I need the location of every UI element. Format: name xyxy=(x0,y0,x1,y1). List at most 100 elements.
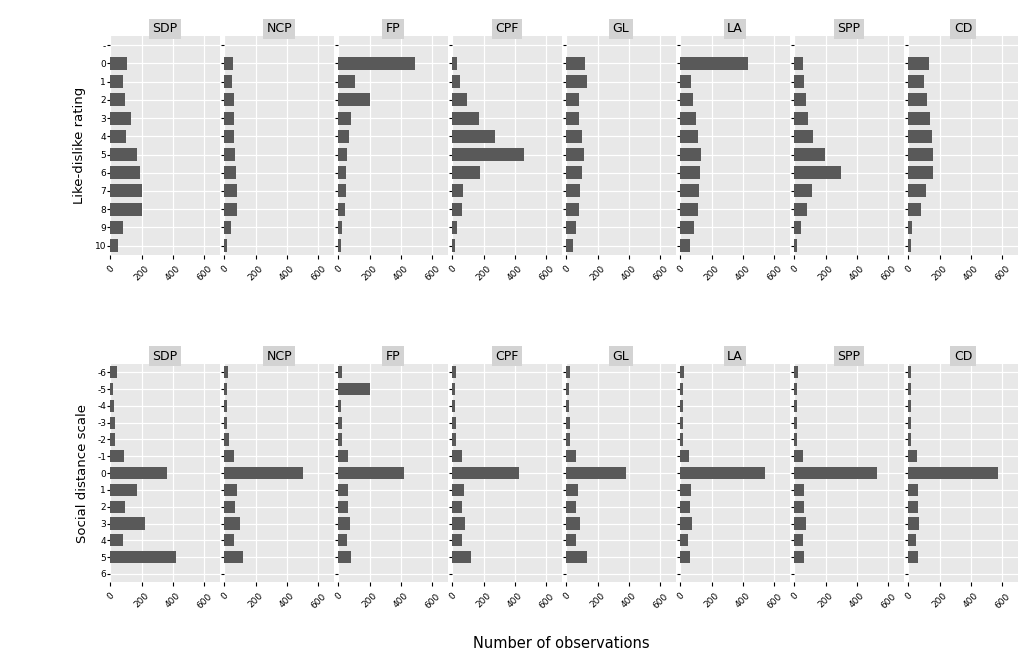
Bar xyxy=(452,112,479,124)
Bar xyxy=(680,383,683,395)
Bar xyxy=(110,184,142,197)
Bar xyxy=(567,383,570,395)
Bar xyxy=(110,75,123,88)
Bar xyxy=(452,203,461,216)
Bar xyxy=(909,517,919,530)
Bar xyxy=(452,367,456,378)
Bar xyxy=(909,534,916,546)
Title: GL: GL xyxy=(613,22,630,35)
Title: GL: GL xyxy=(613,349,630,363)
Bar xyxy=(338,551,351,563)
Bar xyxy=(225,57,233,70)
Bar xyxy=(567,166,582,179)
Bar xyxy=(909,57,929,70)
Bar xyxy=(680,450,689,463)
Bar xyxy=(567,221,576,234)
Bar xyxy=(225,400,228,412)
Bar xyxy=(794,239,797,252)
Bar xyxy=(909,450,917,463)
Bar xyxy=(909,221,912,234)
Bar xyxy=(338,130,349,143)
Title: LA: LA xyxy=(727,349,743,363)
Bar xyxy=(452,166,481,179)
Bar xyxy=(452,450,461,463)
Bar xyxy=(680,367,684,378)
Bar xyxy=(452,534,461,546)
Bar xyxy=(110,166,140,179)
Bar xyxy=(110,203,142,216)
Bar xyxy=(110,517,145,530)
Bar xyxy=(452,434,456,445)
Bar xyxy=(225,517,240,530)
Title: CPF: CPF xyxy=(495,22,519,35)
Bar xyxy=(794,130,813,143)
Bar xyxy=(567,239,573,252)
Bar xyxy=(567,517,580,530)
Bar xyxy=(794,184,813,197)
Bar xyxy=(110,112,131,124)
Bar xyxy=(452,517,465,530)
Title: LA: LA xyxy=(727,22,743,35)
Bar xyxy=(452,184,464,197)
Title: CPF: CPF xyxy=(495,349,519,363)
Bar xyxy=(680,239,690,252)
Bar xyxy=(110,467,166,479)
Bar xyxy=(225,501,235,513)
Bar xyxy=(567,130,582,143)
Bar xyxy=(567,75,587,88)
Bar xyxy=(338,383,370,395)
Bar xyxy=(567,184,580,197)
Bar xyxy=(680,534,688,546)
Bar xyxy=(909,467,998,479)
Bar xyxy=(794,57,803,70)
Bar xyxy=(567,450,576,463)
Bar xyxy=(794,112,809,124)
Bar xyxy=(338,203,344,216)
Bar xyxy=(567,434,570,445)
Bar xyxy=(909,166,932,179)
Title: FP: FP xyxy=(386,22,400,35)
Bar xyxy=(909,203,921,216)
Bar xyxy=(567,112,579,124)
Bar xyxy=(338,148,347,161)
Bar xyxy=(794,467,877,479)
Bar xyxy=(794,501,804,513)
Bar xyxy=(452,130,494,143)
Bar xyxy=(110,221,123,234)
Bar xyxy=(567,367,570,378)
Bar xyxy=(909,75,924,88)
Bar xyxy=(794,203,807,216)
Bar xyxy=(338,434,342,445)
Bar xyxy=(110,551,176,563)
Bar xyxy=(452,417,456,429)
Bar xyxy=(680,184,699,197)
Bar xyxy=(338,450,348,463)
Title: NCP: NCP xyxy=(266,22,292,35)
Bar xyxy=(567,57,585,70)
Bar xyxy=(110,239,118,252)
Bar xyxy=(909,400,911,412)
Bar xyxy=(338,239,341,252)
Title: CD: CD xyxy=(954,349,972,363)
Bar xyxy=(794,221,801,234)
Bar xyxy=(338,367,342,378)
Bar xyxy=(225,130,235,143)
Bar xyxy=(110,130,126,143)
Bar xyxy=(680,221,694,234)
Bar xyxy=(567,203,579,216)
Bar xyxy=(225,534,234,546)
Bar xyxy=(452,501,463,513)
Bar xyxy=(225,166,236,179)
Bar xyxy=(794,534,803,546)
Bar xyxy=(110,450,125,463)
Bar xyxy=(338,517,350,530)
Bar xyxy=(680,417,683,429)
Bar xyxy=(225,203,237,216)
Bar xyxy=(110,367,116,378)
Bar xyxy=(338,57,415,70)
Bar xyxy=(225,184,237,197)
Bar xyxy=(110,400,114,412)
Title: SPP: SPP xyxy=(837,22,861,35)
Bar xyxy=(338,467,404,479)
Bar xyxy=(452,57,457,70)
